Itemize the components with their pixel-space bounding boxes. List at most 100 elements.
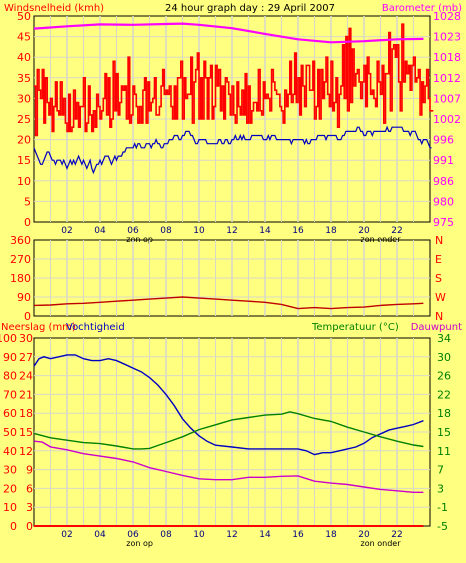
humidity-tick-label: 20 bbox=[3, 482, 17, 495]
rain-axis-label: Neerslag (mm) bbox=[1, 322, 76, 333]
compass-tick-label: N bbox=[435, 310, 443, 323]
wind-tick-label: 40 bbox=[17, 51, 31, 64]
wind-x-tick-label: 22 bbox=[391, 226, 402, 236]
climate-x-tick-label: 20 bbox=[358, 530, 370, 540]
temperature-tick-label: 11 bbox=[437, 445, 451, 458]
wind-x-tick-label: 20 bbox=[358, 226, 370, 236]
wind-x-tick-label: 12 bbox=[226, 226, 237, 236]
climate-x-tick-label: 18 bbox=[325, 530, 337, 540]
climate-x-tick-label: 02 bbox=[61, 530, 72, 540]
climate-x-tick-label: 12 bbox=[226, 530, 237, 540]
barometer-tick-label: 975 bbox=[433, 216, 454, 229]
series-wind-gust-line bbox=[34, 23, 434, 137]
temperature-tick-label: 3 bbox=[437, 482, 444, 495]
barometer-tick-label: 996 bbox=[433, 134, 454, 147]
climate-x-tick-label: 08 bbox=[160, 530, 172, 540]
barometer-tick-label: 1002 bbox=[433, 113, 461, 126]
wind-x-tick-label: 04 bbox=[94, 226, 106, 236]
barometer-tick-label: 980 bbox=[433, 195, 454, 208]
wind-tick-label: 15 bbox=[17, 154, 31, 167]
humidity-tick-label: 70 bbox=[3, 388, 17, 401]
rain-tick-label: 9 bbox=[26, 464, 33, 477]
wind-tick-label: 45 bbox=[17, 31, 31, 44]
barometer-tick-label: 1007 bbox=[433, 92, 461, 105]
humidity-axis-label: Vochtigheid bbox=[66, 322, 125, 333]
humidity-tick-label: 100 bbox=[0, 332, 17, 345]
temperature-tick-label: 26 bbox=[437, 370, 451, 383]
rain-tick-label: 15 bbox=[19, 426, 33, 439]
climate-sun-annotation: zon op bbox=[126, 539, 153, 548]
compass-tick-label: S bbox=[435, 272, 442, 285]
wind-tick-label: 30 bbox=[17, 92, 31, 105]
wind-axis-label: Windsnelheid (kmh) bbox=[4, 3, 104, 14]
compass-tick-label: N bbox=[435, 234, 443, 247]
temperature-tick-label: 30 bbox=[437, 351, 451, 364]
series-humidity-line bbox=[33, 354, 424, 456]
wind-x-tick-label: 18 bbox=[325, 226, 337, 236]
wind-sun-annotation: zon op bbox=[126, 235, 153, 244]
rain-tick-label: 12 bbox=[19, 445, 33, 458]
barometer-tick-label: 1018 bbox=[433, 51, 461, 64]
climate-sun-annotation: zon onder bbox=[361, 539, 402, 548]
wind-tick-label: 50 bbox=[17, 10, 31, 23]
wind-tick-label: 25 bbox=[17, 113, 31, 126]
wind-sun-annotation: zon onder bbox=[361, 235, 402, 244]
humidity-tick-label: 60 bbox=[3, 407, 17, 420]
barometer-tick-label: 1023 bbox=[433, 31, 461, 44]
series-barometer-line bbox=[33, 22, 424, 44]
temperature-tick-label: 15 bbox=[437, 426, 451, 439]
temperature-tick-label: 34 bbox=[437, 332, 451, 345]
wind-x-tick-label: 10 bbox=[193, 226, 205, 236]
humidity-tick-label: 0 bbox=[10, 520, 17, 533]
direction-tick-label: 360 bbox=[10, 234, 31, 247]
rain-tick-label: 24 bbox=[19, 370, 33, 383]
barometer-axis-label: Barometer (mb) bbox=[382, 3, 462, 14]
wind-tick-label: 35 bbox=[17, 72, 31, 85]
wind-tick-label: 10 bbox=[17, 175, 31, 188]
compass-tick-label: W bbox=[435, 291, 446, 304]
wind-x-tick-label: 02 bbox=[61, 226, 72, 236]
temperature-tick-label: -1 bbox=[437, 501, 448, 514]
temperature-tick-label: -5 bbox=[437, 520, 448, 533]
temperature-tick-label: 22 bbox=[437, 388, 451, 401]
wind-tick-label: 5 bbox=[24, 195, 31, 208]
climate-x-tick-label: 14 bbox=[259, 530, 271, 540]
wind-x-tick-label: 16 bbox=[292, 226, 304, 236]
rain-tick-label: 27 bbox=[19, 351, 33, 364]
climate-x-tick-label: 06 bbox=[127, 530, 139, 540]
wind-tick-label: 20 bbox=[17, 134, 31, 147]
wind-tick-label: 0 bbox=[24, 216, 31, 229]
climate-x-tick-label: 04 bbox=[94, 530, 106, 540]
wind-x-tick-label: 14 bbox=[259, 226, 271, 236]
barometer-tick-label: 986 bbox=[433, 175, 454, 188]
series-wind-direction-line bbox=[33, 296, 424, 310]
dewpoint-axis-label: Dauwpunt bbox=[411, 322, 462, 333]
wind-x-tick-label: 06 bbox=[127, 226, 139, 236]
series-dewpoint-line bbox=[33, 440, 424, 493]
series-wind-average-line bbox=[33, 125, 432, 175]
humidity-tick-label: 30 bbox=[3, 464, 17, 477]
direction-tick-label: 90 bbox=[17, 291, 31, 304]
rain-tick-label: 18 bbox=[19, 407, 33, 420]
climate-x-tick-label: 16 bbox=[292, 530, 304, 540]
rain-tick-label: 30 bbox=[19, 332, 33, 345]
rain-tick-label: 3 bbox=[26, 501, 33, 514]
barometer-tick-label: 1012 bbox=[433, 72, 461, 85]
series-temperature-line bbox=[33, 411, 424, 450]
climate-x-tick-label: 22 bbox=[391, 530, 402, 540]
wind-x-tick-label: 08 bbox=[160, 226, 172, 236]
direction-tick-label: 180 bbox=[10, 272, 31, 285]
chart-title: 24 hour graph day : 29 April 2007 bbox=[165, 3, 335, 14]
temperature-tick-label: 18 bbox=[437, 407, 451, 420]
humidity-tick-label: 40 bbox=[3, 445, 17, 458]
temperature-axis-label: Temperatuur (°C) bbox=[311, 322, 399, 333]
humidity-tick-label: 80 bbox=[3, 370, 17, 383]
rain-tick-label: 0 bbox=[26, 520, 33, 533]
direction-tick-label: 0 bbox=[24, 310, 31, 323]
humidity-tick-label: 10 bbox=[3, 501, 17, 514]
humidity-tick-label: 90 bbox=[3, 351, 17, 364]
rain-tick-label: 6 bbox=[26, 482, 33, 495]
